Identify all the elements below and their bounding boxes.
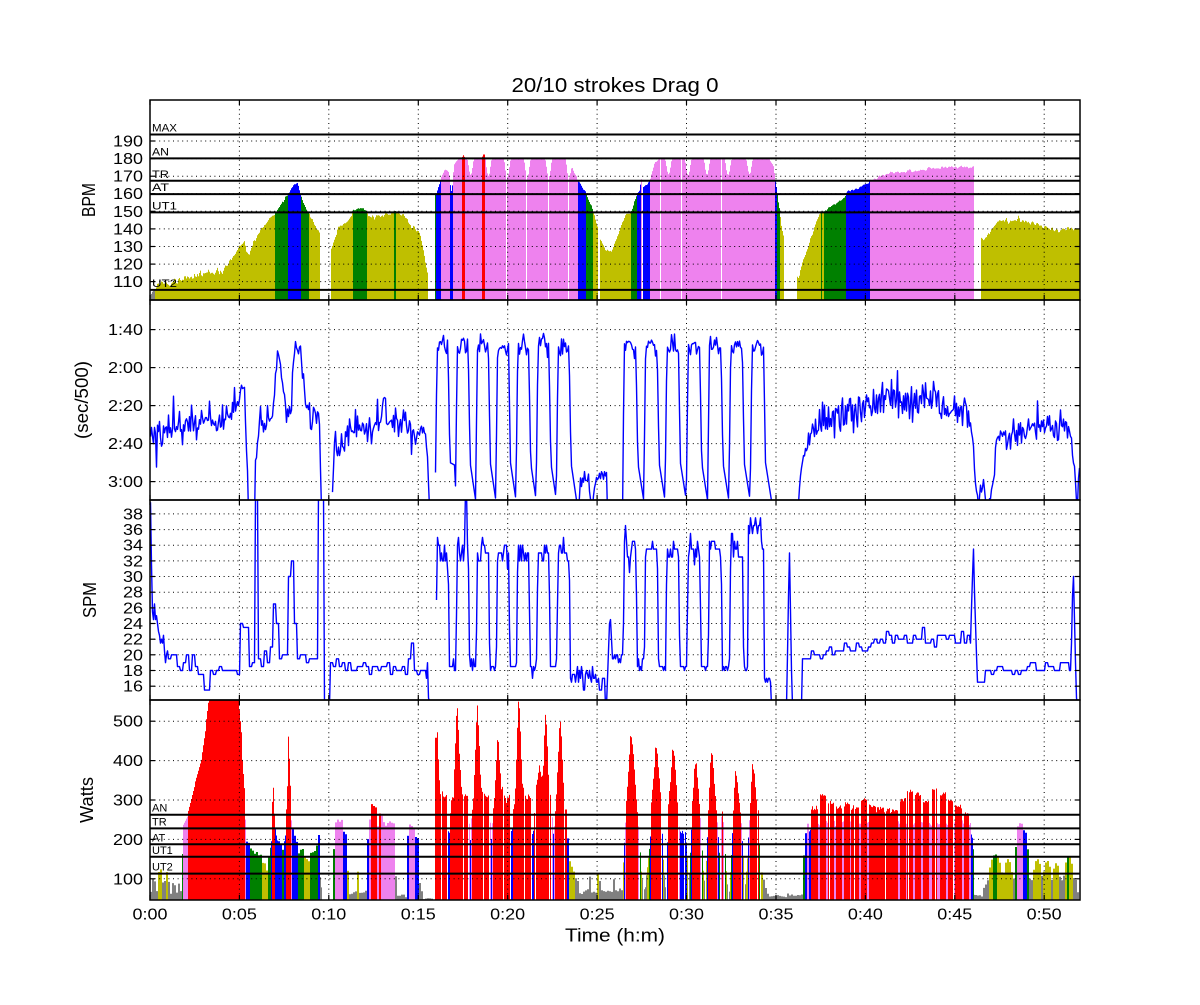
svg-text:AN: AN [152, 146, 169, 158]
svg-text:26: 26 [123, 600, 143, 617]
svg-text:20/10 strokes Drag 0: 20/10 strokes Drag 0 [512, 75, 719, 97]
svg-text:400: 400 [113, 753, 143, 770]
svg-text:(sec/500): (sec/500) [72, 361, 92, 439]
svg-text:160: 160 [113, 186, 143, 203]
svg-text:UT1: UT1 [152, 845, 173, 857]
svg-text:0:05: 0:05 [222, 907, 257, 924]
svg-text:24: 24 [123, 616, 143, 633]
svg-text:180: 180 [113, 151, 143, 168]
svg-text:3:00: 3:00 [108, 474, 143, 491]
svg-text:110: 110 [113, 274, 143, 291]
svg-text:0:30: 0:30 [669, 907, 704, 924]
svg-text:32: 32 [123, 553, 143, 570]
svg-text:AN: AN [152, 803, 167, 815]
svg-text:120: 120 [113, 257, 143, 274]
svg-text:30: 30 [123, 569, 143, 586]
svg-text:TR: TR [152, 169, 169, 181]
svg-text:AT: AT [152, 832, 166, 844]
svg-text:20: 20 [123, 647, 143, 664]
svg-text:2:20: 2:20 [108, 398, 143, 415]
svg-text:150: 150 [113, 204, 143, 221]
svg-text:28: 28 [123, 585, 143, 602]
svg-text:MAX: MAX [152, 123, 178, 135]
svg-text:UT2: UT2 [152, 862, 173, 874]
svg-text:2:40: 2:40 [108, 436, 143, 453]
svg-text:AT: AT [152, 182, 169, 194]
svg-text:TR: TR [152, 816, 167, 828]
svg-text:UT1: UT1 [152, 200, 177, 212]
svg-text:170: 170 [113, 169, 143, 186]
svg-text:Time (h:m): Time (h:m) [565, 926, 665, 946]
svg-text:36: 36 [123, 522, 143, 539]
svg-text:0:15: 0:15 [401, 907, 436, 924]
svg-text:500: 500 [113, 714, 143, 731]
svg-text:0:35: 0:35 [759, 907, 794, 924]
svg-text:0:10: 0:10 [311, 907, 346, 924]
svg-text:190: 190 [113, 134, 143, 151]
svg-text:200: 200 [113, 832, 143, 849]
svg-text:34: 34 [123, 538, 143, 555]
svg-text:100: 100 [113, 871, 143, 888]
svg-text:22: 22 [123, 632, 143, 649]
svg-text:130: 130 [113, 239, 143, 256]
svg-text:2:00: 2:00 [108, 360, 143, 377]
svg-text:0:45: 0:45 [937, 907, 972, 924]
svg-text:0:00: 0:00 [133, 907, 168, 924]
svg-text:0:40: 0:40 [848, 907, 883, 924]
svg-text:0:50: 0:50 [1027, 907, 1062, 924]
svg-text:1:40: 1:40 [108, 322, 143, 339]
svg-text:16: 16 [123, 679, 143, 696]
svg-text:0:25: 0:25 [580, 907, 615, 924]
svg-text:140: 140 [113, 221, 143, 238]
svg-text:UT2: UT2 [152, 278, 177, 290]
svg-text:0:20: 0:20 [490, 907, 525, 924]
svg-text:38: 38 [123, 506, 143, 523]
svg-text:Watts: Watts [77, 777, 97, 823]
svg-text:18: 18 [123, 663, 143, 680]
svg-text:BPM: BPM [79, 183, 99, 217]
svg-text:300: 300 [113, 793, 143, 810]
svg-text:SPM: SPM [80, 582, 100, 618]
